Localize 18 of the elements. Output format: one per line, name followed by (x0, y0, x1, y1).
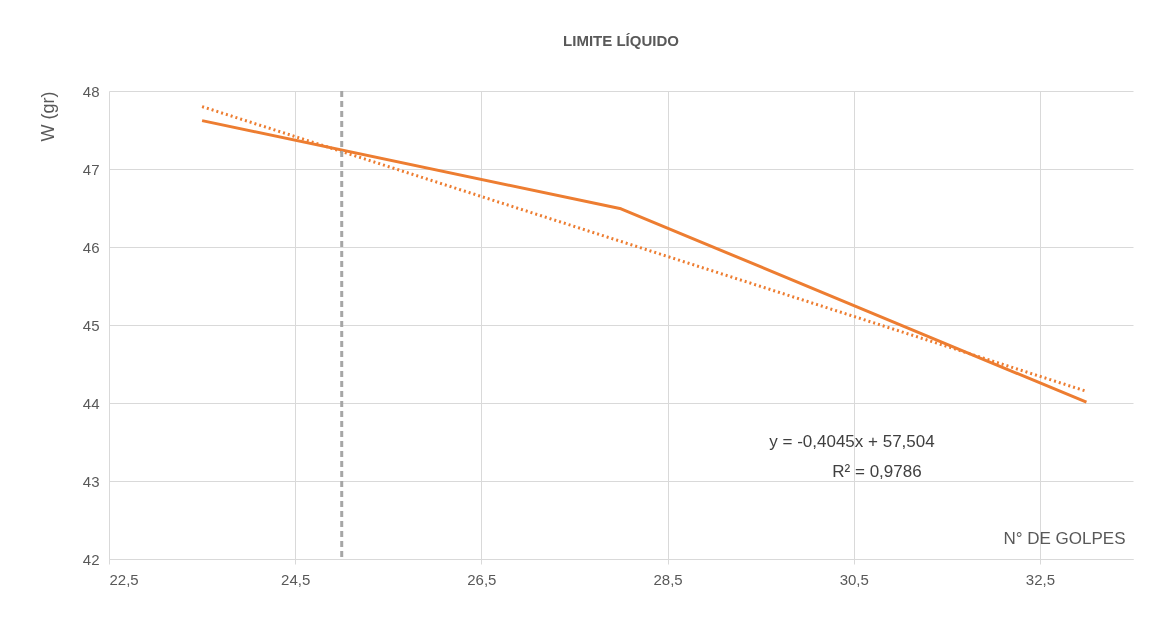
x-axis-title: N° DE GOLPES (1003, 528, 1126, 548)
y-axis-title: W (gr) (37, 91, 58, 142)
x-tick-label: 30,5 (839, 570, 869, 588)
y-tick-label: 46 (82, 238, 100, 256)
x-tick-label: 32,5 (1025, 570, 1056, 588)
x-tick-label: 28,5 (653, 570, 683, 588)
x-tick-label: 24,5 (281, 570, 311, 588)
y-tick-label: 42 (82, 550, 100, 568)
x-tick-label: 22,5 (109, 570, 139, 588)
y-tick-label: 48 (82, 82, 100, 100)
y-tick-label: 47 (82, 160, 100, 178)
y-tick-label: 44 (82, 394, 100, 412)
annotation: y = -0,4045x + 57,504 (769, 432, 935, 451)
chart-title: LIMITE LÍQUIDO (563, 32, 680, 49)
y-tick-label: 43 (82, 472, 100, 490)
x-tick-label: 26,5 (467, 570, 497, 588)
annotation: R² = 0,9786 (832, 462, 922, 481)
y-tick-label: 45 (82, 316, 100, 334)
